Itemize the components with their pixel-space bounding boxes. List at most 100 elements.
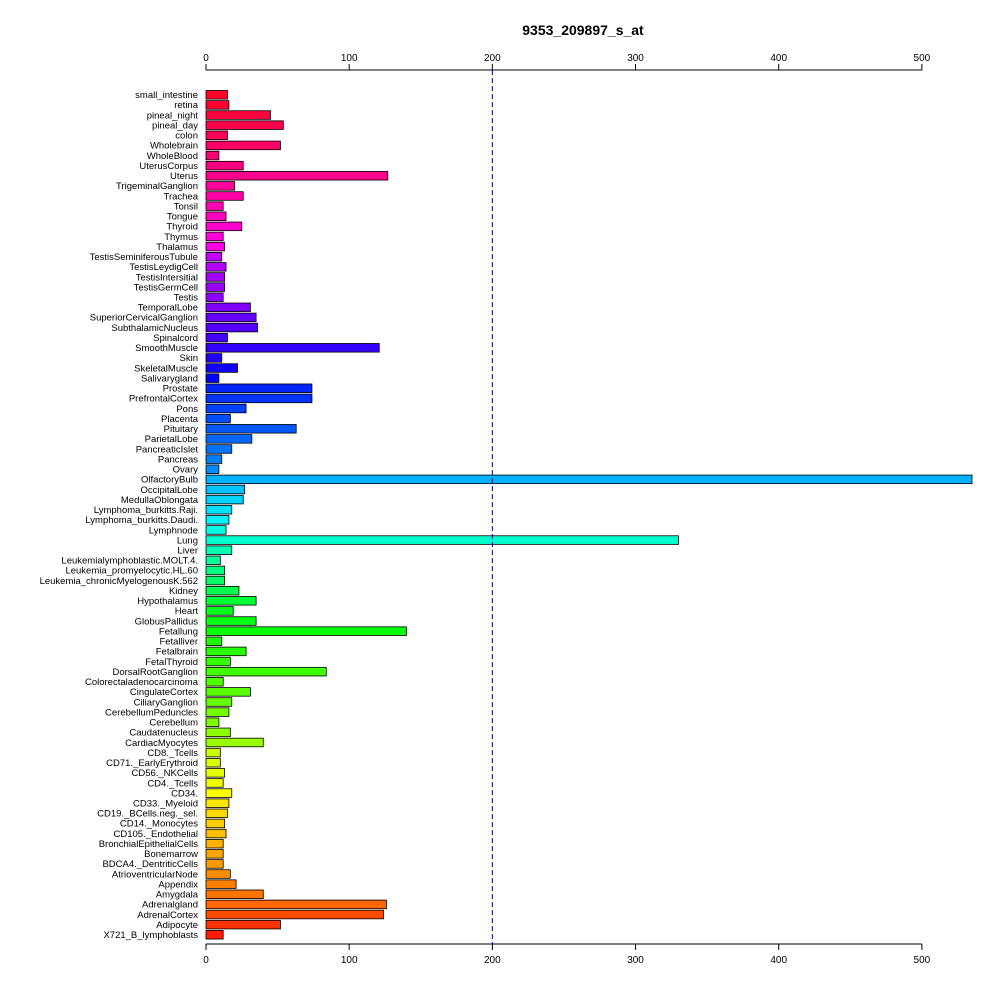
bar-retina	[205, 100, 230, 110]
category-label: Uterus	[170, 171, 198, 182]
bar-CD105._Endothelial	[205, 828, 227, 839]
bar-BronchialEpithelialCells	[205, 838, 224, 849]
bar-Salivarygland	[205, 373, 220, 383]
category-label: WholeBlood	[147, 151, 198, 162]
bar-Leukemialymphoblastic.MOLT.4.	[205, 555, 221, 566]
bar-Pituitary	[205, 424, 297, 434]
bar-Prostate	[205, 383, 313, 393]
bar-AtrioventricularNode	[205, 869, 231, 879]
bar-small_intestine	[205, 90, 228, 100]
category-label: Fetallung	[159, 626, 198, 637]
bar-CingulateCortex	[205, 687, 251, 697]
bar-FetalThyroid	[205, 656, 231, 667]
category-label: Fetalliver	[159, 637, 198, 648]
bars-group	[205, 90, 973, 940]
category-label: CardiacMyocytes	[125, 738, 198, 749]
category-label: Skin	[180, 353, 198, 364]
bar-CD56._NKCells	[205, 768, 226, 778]
category-label: TestisGermCell	[134, 282, 198, 293]
category-label: AtrioventricularNode	[112, 869, 198, 880]
bar-Amygdala	[205, 889, 264, 899]
category-label: Tongue	[167, 212, 198, 223]
x-tick-label: 200	[484, 955, 501, 966]
bar-Placenta	[205, 413, 231, 424]
category-label: OlfactoryBulb	[141, 475, 198, 486]
category-label: PancreaticIslet	[136, 444, 199, 455]
category-label: small_intestine	[135, 90, 198, 101]
x-tick-label: 100	[341, 53, 358, 64]
bar-pineal_night	[205, 110, 271, 120]
category-label: Bonemarrow	[144, 849, 198, 860]
x-tick-label: 500	[914, 955, 931, 966]
bar-AdrenalCortex	[205, 909, 384, 920]
category-label: Thalamus	[156, 242, 198, 253]
bar-WholeBlood	[205, 150, 220, 161]
bar-Thymus	[205, 231, 224, 242]
bar-Spinalcord	[205, 332, 228, 343]
category-label: SuperiorCervicalGanglion	[90, 313, 198, 324]
category-label: Wholebrain	[150, 141, 198, 152]
bar-Thalamus	[205, 241, 226, 252]
bar-Testis	[205, 292, 224, 302]
bar-SubthalamicNucleus	[205, 322, 258, 333]
bar-TemporalLobe	[205, 302, 251, 313]
category-label: Trachea	[164, 191, 199, 202]
bar-PrefrontalCortex	[205, 393, 313, 404]
bar-TestisGermCell	[205, 282, 226, 292]
category-label: UterusCorpus	[139, 161, 198, 172]
category-label: Cerebellum	[149, 718, 198, 729]
category-label: Adipocyte	[156, 920, 198, 931]
category-label: Thymus	[164, 232, 198, 243]
category-label: Lymphoma_burkitts.Raji.	[94, 505, 198, 516]
category-label: Appendix	[158, 879, 198, 890]
category-label: pineal_day	[152, 120, 198, 131]
bar-Adrenalgland	[205, 899, 387, 910]
bar-Ovary	[205, 464, 220, 474]
x-tick-label: 400	[770, 955, 787, 966]
category-label: Lymphnode	[149, 525, 198, 536]
category-label: Testis	[174, 293, 199, 304]
top-x-axis: 0 100 200 300 400 500	[203, 53, 931, 71]
bar-OlfactoryBulb	[205, 474, 973, 485]
category-label: Pancreas	[158, 454, 198, 465]
bar-Leukemia_promyelocytic.HL.60	[205, 565, 226, 576]
category-label: MedullaOblongata	[121, 495, 199, 506]
bar-Lymphnode	[205, 525, 227, 535]
bar-CerebellumPeduncles	[205, 707, 230, 717]
bar-CD71._EarlyErythroid	[205, 758, 221, 768]
category-label: CD34.	[171, 788, 198, 799]
category-label: Thyroid	[166, 222, 198, 233]
bar-Trachea	[205, 191, 244, 201]
category-label: Tonsil	[174, 201, 198, 212]
category-label: Salivarygland	[141, 373, 198, 384]
category-label: retina	[174, 100, 198, 111]
category-label: CD33._Myeloid	[133, 799, 198, 810]
category-label: SkeletalMuscle	[134, 363, 198, 374]
bar-CD8._Tcells	[205, 747, 221, 758]
bar-BDCA4._DentriticCells	[205, 859, 224, 869]
category-label: CD71._EarlyErythroid	[106, 758, 198, 769]
category-label: Caudatenucleus	[129, 728, 198, 739]
bar-MedullaOblongata	[205, 494, 244, 505]
bar-Pons	[205, 403, 247, 414]
bar-Fetalbrain	[205, 646, 247, 657]
bar-DorsalRootGanglion	[205, 666, 327, 677]
bar-X721_B_lymphoblasts	[205, 930, 224, 940]
bar-Tonsil	[205, 201, 224, 211]
bar-CiliaryGanglion	[205, 697, 233, 707]
category-label: GlobusPallidus	[135, 616, 199, 627]
category-label: Heart	[175, 606, 199, 617]
bar-Bonemarrow	[205, 849, 224, 859]
category-label: Amygdala	[156, 890, 199, 901]
category-label: CingulateCortex	[130, 687, 198, 698]
category-label: TestisSeminiferousTubule	[90, 252, 198, 263]
category-label: colon	[175, 131, 198, 142]
bar-CD34.	[205, 788, 233, 798]
bar-Kidney	[205, 585, 240, 596]
category-label: CD56._NKCells	[131, 768, 198, 779]
category-label: Colorectaladenocarcinoma	[85, 677, 199, 688]
category-label: Adrenalgland	[142, 900, 198, 911]
bar-Heart	[205, 606, 234, 616]
bar-PancreaticIslet	[205, 444, 233, 454]
